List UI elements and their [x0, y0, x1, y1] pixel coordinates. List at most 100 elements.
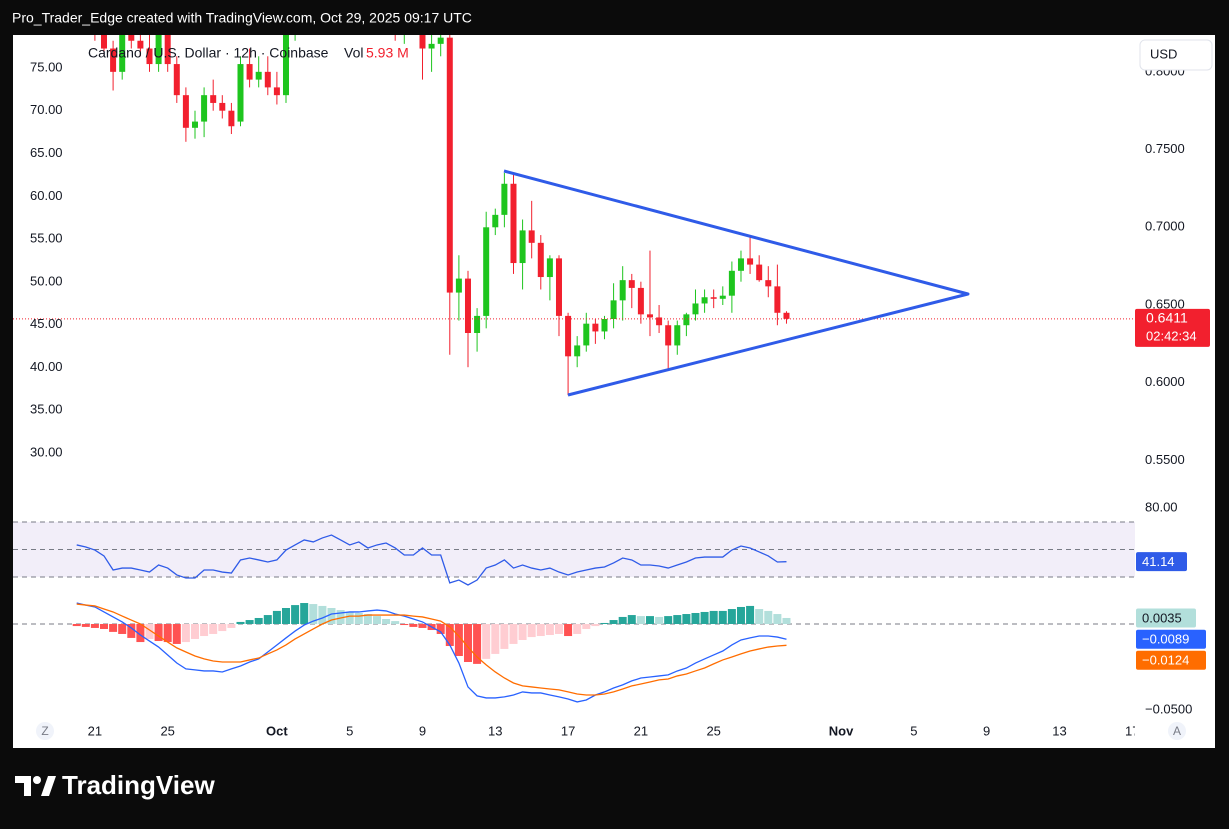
histogram-bar: [318, 605, 327, 624]
histogram-bar: [727, 609, 736, 624]
candle-body: [164, 35, 171, 65]
histogram-bar: [591, 623, 600, 627]
x-tick-label: 21: [88, 723, 102, 738]
histogram-bar: [545, 623, 554, 636]
volume-value: 5.93 M: [366, 45, 409, 61]
currency-label[interactable]: USD: [1150, 46, 1177, 61]
histogram-bar: [263, 615, 272, 624]
histogram-bar: [718, 610, 727, 624]
histogram-bar: [90, 623, 99, 628]
candle-body: [774, 286, 781, 313]
x-tick-label: 25: [706, 723, 720, 738]
histogram-bar: [746, 605, 755, 624]
x-tick-label: 5: [910, 723, 917, 738]
candle-body: [155, 35, 162, 65]
candle-body: [737, 258, 744, 271]
auto-button-bg[interactable]: [1168, 722, 1186, 740]
candle-body: [128, 35, 135, 41]
signal-last-value-bg: [1136, 650, 1206, 670]
y-tick-label: 0.7000: [1145, 219, 1185, 234]
y-tick-label: 80.00: [1145, 500, 1178, 515]
candle-body: [519, 230, 526, 264]
histogram-bar: [99, 623, 108, 629]
rsi-line: [76, 534, 787, 586]
histogram-bar: [354, 612, 363, 624]
y2-tick-label: 70.00: [30, 102, 63, 117]
legend-title: Cardano / U.S. Dollar · 12h · Coinbase: [88, 45, 329, 61]
logo-mark: [41, 776, 56, 796]
histogram-bar: [118, 623, 127, 634]
candle-body: [146, 48, 153, 65]
scale-button[interactable]: Z: [41, 724, 48, 738]
brand-logo: TradingView: [15, 770, 215, 800]
y2-tick-label: 65.00: [30, 145, 63, 160]
candle-body: [619, 280, 626, 301]
x-tick-label: 17: [561, 723, 575, 738]
candle-body: [565, 315, 572, 357]
histogram-bar: [600, 622, 609, 624]
histogram-bar: [554, 623, 563, 634]
countdown: 02:42:34: [1146, 328, 1197, 343]
candle-body: [419, 35, 426, 49]
chart-area: [13, 35, 1215, 748]
histogram-bar: [755, 609, 764, 624]
candle-body: [783, 312, 790, 319]
candle-body: [464, 278, 471, 333]
x-tick-label: 9: [419, 723, 426, 738]
candle-body: [719, 295, 726, 299]
currency-button-bg[interactable]: [1139, 39, 1213, 71]
candle-body: [110, 48, 117, 72]
candle-body: [674, 325, 681, 346]
candle-body: [756, 264, 763, 281]
candle-body: [201, 95, 208, 122]
histogram-last-value: 0.0035: [1142, 610, 1182, 625]
histogram-last-value-bg: [1136, 608, 1196, 628]
histogram-bar: [254, 617, 263, 624]
histogram-bar: [636, 616, 645, 624]
histogram-bar: [190, 623, 199, 639]
candle-body: [100, 35, 107, 49]
y-tick-label: 0.5500: [1145, 452, 1185, 467]
logo-mark: [33, 776, 41, 784]
candle-body: [656, 317, 663, 326]
auto-button[interactable]: A: [1173, 724, 1181, 738]
histogram-bar: [363, 614, 372, 624]
candle-body: [728, 270, 735, 296]
candle-body: [264, 71, 271, 88]
candle-body: [555, 258, 562, 316]
candle-body: [246, 64, 253, 80]
histogram-bar: [336, 610, 345, 624]
histogram-bar: [181, 623, 190, 643]
candle-body: [601, 319, 608, 332]
x-tick-label: 13: [488, 723, 502, 738]
time-axis: 21 25 Oct 5 9 13 17 21 25 Nov 5 9 13 17: [88, 723, 1135, 738]
histogram-bar: [645, 616, 654, 624]
candle-body: [628, 280, 635, 288]
macd-line: [76, 602, 787, 703]
histogram-bar: [782, 617, 791, 624]
x-tick-label: 5: [346, 723, 353, 738]
price-pane: [13, 35, 1135, 396]
histogram-bar: [482, 623, 491, 659]
y2-tick-label: 60.00: [30, 188, 63, 203]
rsi-last-value-bg: [1136, 552, 1187, 572]
candle-body: [692, 303, 699, 315]
scale-button-bg[interactable]: [36, 722, 54, 740]
header: Pro_Trader_Edge created with TradingView…: [12, 10, 472, 26]
histogram-bar: [127, 623, 136, 638]
histogram-bar: [627, 615, 636, 624]
candle-body: [528, 230, 535, 243]
histogram-bar: [764, 610, 773, 624]
candle-body: [474, 315, 481, 333]
histogram-bar: [536, 623, 545, 637]
candle-body: [273, 87, 280, 96]
last-price-bg: [1135, 308, 1210, 347]
rsi-pane: [13, 521, 1135, 586]
currency-button[interactable]: USD: [1139, 39, 1213, 71]
histogram-bar: [664, 616, 673, 624]
histogram-bar: [236, 621, 245, 624]
candle-body: [228, 110, 235, 127]
x-tick-label: Nov: [829, 723, 854, 738]
histogram-bar: [163, 623, 172, 643]
histogram-bar: [218, 623, 227, 632]
